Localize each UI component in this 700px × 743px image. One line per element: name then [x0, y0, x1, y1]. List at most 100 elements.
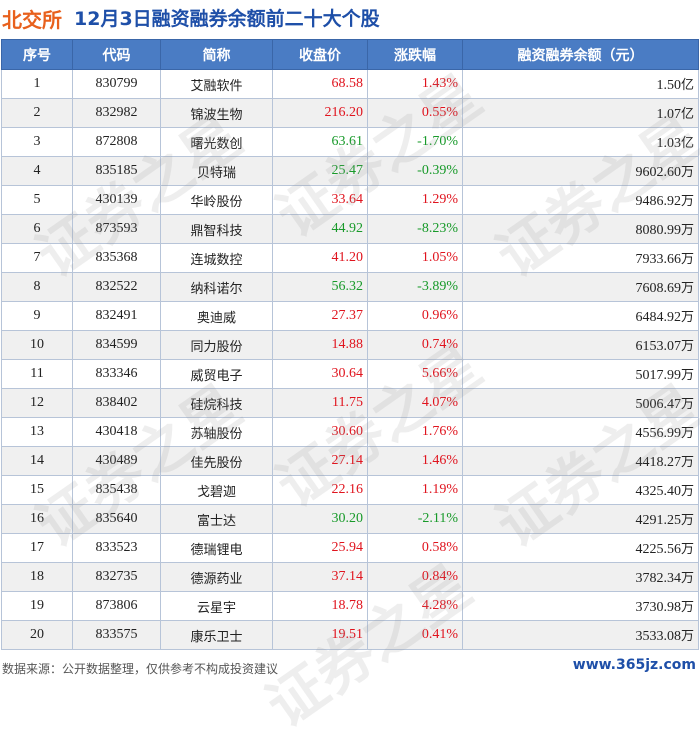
- row-index: 13: [1, 417, 73, 447]
- table-row: 5 430139 华岭股份 33.64 1.29% 9486.92万: [1, 185, 699, 215]
- close-price: 30.60: [272, 417, 368, 447]
- stock-name: 锦波生物: [160, 98, 273, 128]
- margin-balance: 6484.92万: [462, 301, 699, 331]
- stock-name: 鼎智科技: [160, 214, 273, 244]
- table-body: 1 830799 艾融软件 68.58 1.43% 1.50亿 2 832982 锦波生物 216…: [1, 69, 699, 650]
- margin-balance-value: 5006.47: [635, 397, 681, 412]
- data-source-note: 数据来源：公开数据整理，仅供参考不构成投资建议: [2, 662, 279, 676]
- margin-balance-unit: 万: [680, 252, 694, 267]
- table-row: 7 835368 连城数控 41.20 1.05% 7933.66万: [1, 243, 699, 273]
- margin-balance-unit: 万: [680, 310, 694, 325]
- row-index: 6: [1, 214, 73, 244]
- margin-balance: 4325.40万: [462, 475, 699, 505]
- margin-balance: 8080.99万: [462, 214, 699, 244]
- margin-balance: 5006.47万: [462, 388, 699, 418]
- margin-balance-unit: 亿: [680, 78, 694, 93]
- margin-balance-unit: 万: [680, 281, 694, 296]
- margin-balance-unit: 万: [680, 223, 694, 238]
- margin-balance: 9602.60万: [462, 156, 699, 186]
- margin-balance-value: 3730.98: [635, 600, 681, 615]
- row-index: 8: [1, 272, 73, 302]
- stock-name: 硅烷科技: [160, 388, 273, 418]
- stock-code: 833575: [72, 620, 161, 650]
- close-price: 56.32: [272, 272, 368, 302]
- margin-balance: 4291.25万: [462, 504, 699, 534]
- margin-balance-unit: 万: [680, 484, 694, 499]
- change-pct: -1.70%: [367, 127, 463, 157]
- stock-code: 838402: [72, 388, 161, 418]
- margin-balance-unit: 万: [680, 571, 694, 586]
- stock-name: 德源药业: [160, 562, 273, 592]
- margin-balance-value: 6484.92: [635, 310, 681, 325]
- table-row: 2 832982 锦波生物 216.20 0.55% 1.07亿: [1, 98, 699, 128]
- margin-balance-value: 8080.99: [635, 223, 681, 238]
- margin-balance-unit: 万: [680, 513, 694, 528]
- margin-balance: 7933.66万: [462, 243, 699, 273]
- stock-code: 872808: [72, 127, 161, 157]
- change-pct: -2.11%: [367, 504, 463, 534]
- change-pct: 1.29%: [367, 185, 463, 215]
- margin-balance-unit: 万: [680, 194, 694, 209]
- margin-balance-unit: 万: [680, 629, 694, 644]
- col-header-index: 序号: [1, 39, 73, 70]
- stock-code: 835640: [72, 504, 161, 534]
- row-index: 7: [1, 243, 73, 273]
- change-pct: 1.46%: [367, 446, 463, 476]
- table-row: 13 430418 苏轴股份 30.60 1.76% 4556.99万: [1, 417, 699, 447]
- stock-code: 832522: [72, 272, 161, 302]
- margin-balance: 3533.08万: [462, 620, 699, 650]
- row-index: 14: [1, 446, 73, 476]
- margin-balance-value: 5017.99: [635, 368, 681, 383]
- close-price: 22.16: [272, 475, 368, 505]
- close-price: 27.37: [272, 301, 368, 331]
- change-pct: -8.23%: [367, 214, 463, 244]
- close-price: 19.51: [272, 620, 368, 650]
- margin-balance: 4556.99万: [462, 417, 699, 447]
- stock-name: 戈碧迦: [160, 475, 273, 505]
- row-index: 18: [1, 562, 73, 592]
- change-pct: 1.76%: [367, 417, 463, 447]
- close-price: 41.20: [272, 243, 368, 273]
- close-price: 216.20: [272, 98, 368, 128]
- table-row: 18 832735 德源药业 37.14 0.84% 3782.34万: [1, 562, 699, 592]
- stock-code: 835438: [72, 475, 161, 505]
- stock-code: 430139: [72, 185, 161, 215]
- change-pct: 0.58%: [367, 533, 463, 563]
- margin-balance-value: 9602.60: [635, 165, 681, 180]
- stock-code: 430418: [72, 417, 161, 447]
- close-price: 25.47: [272, 156, 368, 186]
- row-index: 20: [1, 620, 73, 650]
- margin-balance-value: 1.03: [656, 136, 681, 151]
- stock-name: 奥迪威: [160, 301, 273, 331]
- table-header-row: 序号 代码 简称 收盘价 涨跌幅 融资融券余额（元）: [1, 39, 699, 70]
- row-index: 1: [1, 69, 73, 99]
- margin-balance-unit: 万: [680, 165, 694, 180]
- margin-balance: 4418.27万: [462, 446, 699, 476]
- stock-name: 同力股份: [160, 330, 273, 360]
- table-row: 12 838402 硅烷科技 11.75 4.07% 5006.47万: [1, 388, 699, 418]
- table-row: 15 835438 戈碧迦 22.16 1.19% 4325.40万: [1, 475, 699, 505]
- change-pct: -3.89%: [367, 272, 463, 302]
- change-pct: 0.96%: [367, 301, 463, 331]
- margin-balance: 3730.98万: [462, 591, 699, 621]
- close-price: 11.75: [272, 388, 368, 418]
- row-index: 11: [1, 359, 73, 389]
- table-row: 8 832522 纳科诺尔 56.32 -3.89% 7608.69万: [1, 272, 699, 302]
- table-row: 14 430489 佳先股份 27.14 1.46% 4418.27万: [1, 446, 699, 476]
- row-index: 12: [1, 388, 73, 418]
- margin-balance-unit: 亿: [680, 107, 694, 122]
- stock-name: 佳先股份: [160, 446, 273, 476]
- margin-balance-value: 9486.92: [635, 194, 681, 209]
- row-index: 5: [1, 185, 73, 215]
- margin-balance-value: 3782.34: [635, 571, 681, 586]
- margin-balance-value: 4556.99: [635, 426, 681, 441]
- change-pct: 4.28%: [367, 591, 463, 621]
- row-index: 17: [1, 533, 73, 563]
- stock-code: 830799: [72, 69, 161, 99]
- stock-name: 连城数控: [160, 243, 273, 273]
- change-pct: 1.19%: [367, 475, 463, 505]
- close-price: 63.61: [272, 127, 368, 157]
- stock-name: 云星宇: [160, 591, 273, 621]
- stock-name: 艾融软件: [160, 69, 273, 99]
- stock-name: 康乐卫士: [160, 620, 273, 650]
